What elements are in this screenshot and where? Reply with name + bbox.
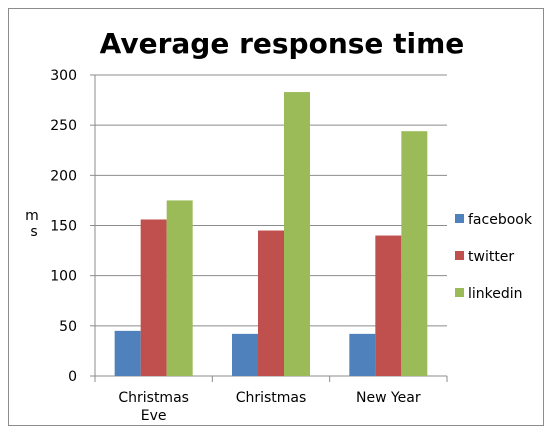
x-tick-label: Christmas xyxy=(236,390,307,406)
y-tick-label: 100 xyxy=(50,269,77,285)
x-tick-label: New Year xyxy=(356,390,421,406)
bar-facebook xyxy=(114,330,141,376)
y-tick-label: 250 xyxy=(50,118,77,134)
bar-linkedin xyxy=(401,131,428,376)
bar-linkedin xyxy=(166,200,193,376)
y-axis-label: ms xyxy=(25,208,39,240)
bar-linkedin xyxy=(284,92,310,376)
y-tick-label: 200 xyxy=(50,168,77,184)
x-tick-label: Christmas xyxy=(118,390,189,406)
x-tick-label: Eve xyxy=(141,408,167,424)
legend-label-twitter: twitter xyxy=(468,249,514,265)
legend-swatch-twitter xyxy=(455,251,464,260)
bar-facebook xyxy=(232,333,258,376)
y-axis-label-char: m xyxy=(25,208,39,224)
y-tick-label: 150 xyxy=(50,219,77,235)
legend-swatch-linkedin xyxy=(455,288,464,297)
y-tick-label: 0 xyxy=(68,369,77,385)
bar-facebook xyxy=(349,333,376,376)
y-tick-label: 50 xyxy=(59,319,77,335)
legend-label-facebook: facebook xyxy=(468,212,533,228)
bars xyxy=(114,92,428,376)
bar-twitter xyxy=(258,230,284,376)
x-axis: Christmas Eve Christmas New Year xyxy=(94,375,448,424)
y-axis: 0 50 100 150 200 250 300 xyxy=(50,68,96,385)
legend-label-linkedin: linkedin xyxy=(468,286,523,302)
chart-title: Average response time xyxy=(100,27,465,60)
legend: facebook twitter linkedin xyxy=(455,212,533,302)
bar-twitter xyxy=(375,235,402,376)
y-axis-label-char: s xyxy=(30,224,37,240)
legend-swatch-facebook xyxy=(455,214,464,223)
y-tick-label: 300 xyxy=(50,68,77,84)
bar-twitter xyxy=(140,219,167,376)
